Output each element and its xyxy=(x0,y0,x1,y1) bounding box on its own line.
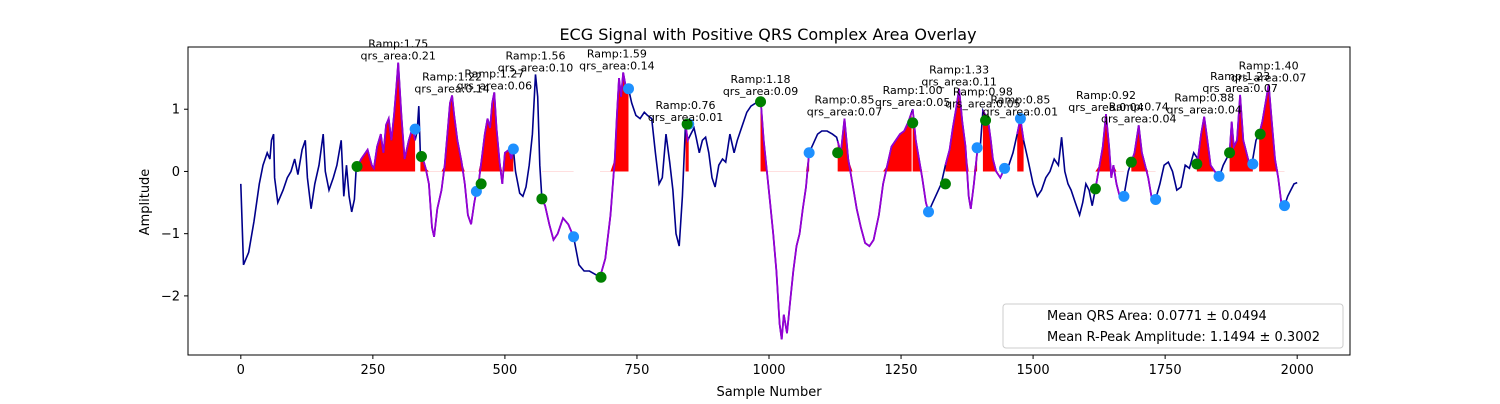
annotation-qrs-area-3: qrs_area:0.10 xyxy=(498,61,573,74)
x-tick-label-3: 750 xyxy=(625,363,650,378)
chart-title: ECG Signal with Positive QRS Complex Are… xyxy=(559,25,976,44)
boundary-marker-4 xyxy=(623,83,634,94)
x-tick-label-1: 250 xyxy=(360,363,385,378)
y-tick-label-1: −1 xyxy=(161,227,180,242)
y-tick-label-2: 0 xyxy=(172,165,180,180)
annotation-qrs-area-11: qrs_area:0.01 xyxy=(983,106,1058,119)
r-peak-marker-8 xyxy=(907,117,918,128)
boundary-marker-13 xyxy=(1150,194,1161,205)
annotation-qrs-area-6: qrs_area:0.09 xyxy=(723,85,798,98)
boundary-marker-16 xyxy=(1279,200,1290,211)
qrs-area-fill-1 xyxy=(420,96,476,172)
y-tick-label-3: 1 xyxy=(172,103,180,118)
x-tick-label-8: 2000 xyxy=(1281,363,1314,378)
boundary-marker-3 xyxy=(568,231,579,242)
x-tick-label-7: 1750 xyxy=(1149,363,1182,378)
r-peak-marker-2 xyxy=(476,178,487,189)
r-peak-marker-4 xyxy=(596,272,607,283)
x-axis-ticks: 0 250 500 750 1000 1250 1500 1750 2000 xyxy=(237,355,1314,378)
annotation-qrs-area-7: qrs_area:0.07 xyxy=(807,106,882,119)
boundary-marker-9 xyxy=(972,142,983,153)
r-peak-marker-7 xyxy=(832,147,843,158)
x-tick-label-6: 1500 xyxy=(1017,363,1050,378)
boundary-marker-14 xyxy=(1214,171,1225,182)
qrs-segment-line-3 xyxy=(542,199,574,240)
legend: Mean QRS Area: 0.0771 ± 0.0494 Mean R-Pe… xyxy=(1003,304,1343,348)
annotation-qrs-area-5: qrs_area:0.01 xyxy=(648,111,723,124)
x-tick-label-2: 500 xyxy=(492,363,517,378)
r-peak-marker-13 xyxy=(1191,158,1202,169)
boundary-marker-10 xyxy=(999,163,1010,174)
r-peak-marker-14 xyxy=(1224,147,1235,158)
boundary-marker-2 xyxy=(508,144,519,155)
qrs-area-fill-0 xyxy=(357,63,415,172)
r-peak-marker-0 xyxy=(352,161,363,172)
boundary-marker-0 xyxy=(410,124,421,135)
boundary-marker-8 xyxy=(923,206,934,217)
r-peak-marker-1 xyxy=(416,151,427,162)
qrs-segment-line-7 xyxy=(838,112,912,246)
qrs-segment-line-12 xyxy=(1095,114,1124,196)
annotation-qrs-area-14: qrs_area:0.04 xyxy=(1166,104,1241,117)
qrs-area-fill-6 xyxy=(761,98,810,171)
qrs-segment-line-6 xyxy=(761,98,810,339)
boundary-marker-6 xyxy=(804,147,815,158)
legend-entry-qrs-area: Mean QRS Area: 0.0771 ± 0.0494 xyxy=(1047,309,1267,324)
annotation-qrs-area-2: qrs_area:0.06 xyxy=(457,79,532,92)
r-peak-marker-9 xyxy=(940,178,951,189)
r-peak-marker-3 xyxy=(536,193,547,204)
x-tick-label-0: 0 xyxy=(237,363,245,378)
annotation-qrs-area-8: qrs_area:0.05 xyxy=(875,96,950,109)
x-tick-label-4: 1000 xyxy=(752,363,785,378)
x-axis-label: Sample Number xyxy=(716,385,822,400)
annotation-qrs-area-0: qrs_area:0.21 xyxy=(360,50,435,63)
y-axis-label: Amplitude xyxy=(138,169,153,236)
x-tick-label-5: 1250 xyxy=(884,363,917,378)
annotation-qrs-area-4: qrs_area:0.14 xyxy=(579,60,654,73)
boundary-marker-15 xyxy=(1247,158,1258,169)
r-peak-marker-15 xyxy=(1255,129,1266,140)
y-tick-label-0: −2 xyxy=(161,289,180,304)
boundary-marker-12 xyxy=(1118,191,1129,202)
r-peak-marker-11 xyxy=(1090,183,1101,194)
r-peak-marker-12 xyxy=(1126,157,1137,168)
legend-entry-r-peak-amplitude: Mean R-Peak Amplitude: 1.1494 ± 0.3002 xyxy=(1047,330,1320,345)
y-axis-ticks: −2 −1 0 1 xyxy=(161,103,188,305)
annotation-qrs-area-13: qrs_area:0.04 xyxy=(1101,112,1176,125)
annotation-layer: Ramp:1.75qrs_area:0.21Ramp:1.22qrs_area:… xyxy=(360,38,1306,126)
qrs-area-fill-2 xyxy=(479,92,514,171)
annotation-qrs-area-16: qrs_area:0.07 xyxy=(1231,71,1306,84)
